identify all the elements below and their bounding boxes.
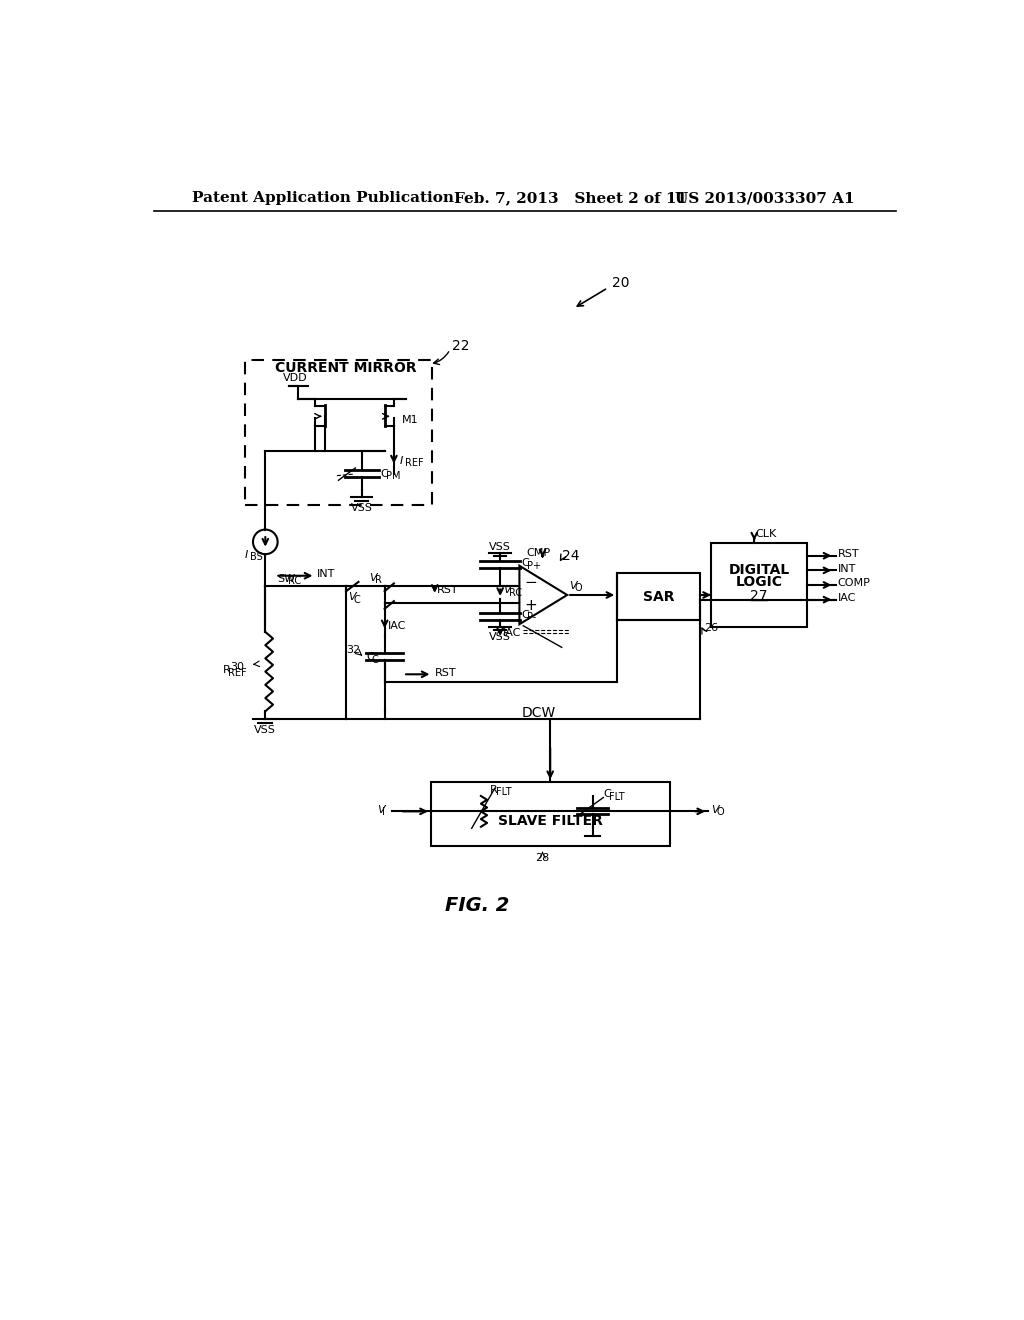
Text: I: I — [382, 807, 385, 817]
Text: SLAVE FILTER: SLAVE FILTER — [498, 813, 603, 828]
Text: C: C — [603, 789, 611, 800]
Text: INT: INT — [316, 569, 335, 579]
Text: R: R — [375, 576, 382, 585]
Text: V: V — [377, 805, 385, 814]
Text: DCW: DCW — [521, 706, 556, 719]
Text: DIGITAL: DIGITAL — [728, 562, 790, 577]
Text: 22: 22 — [453, 338, 470, 352]
Text: FLT: FLT — [496, 787, 511, 797]
Text: 20: 20 — [611, 276, 630, 290]
Bar — [617, 573, 700, 620]
Text: O: O — [717, 807, 724, 817]
Text: V: V — [503, 585, 511, 595]
Text: M1: M1 — [401, 416, 418, 425]
Text: COMP: COMP — [838, 578, 870, 589]
Text: SAR: SAR — [643, 590, 675, 603]
Text: REF: REF — [406, 458, 424, 469]
Text: US 2013/0033307 A1: US 2013/0033307 A1 — [675, 191, 854, 206]
Text: RST: RST — [838, 549, 859, 560]
Text: CMP: CMP — [526, 548, 551, 557]
Text: C: C — [372, 655, 378, 665]
Text: CLK: CLK — [756, 529, 777, 539]
Text: +: + — [524, 598, 537, 614]
Text: R: R — [223, 665, 230, 676]
Text: VSS: VSS — [350, 503, 373, 513]
Text: RST: RST — [435, 668, 457, 677]
Text: P+: P+ — [527, 561, 541, 570]
Text: O: O — [574, 583, 582, 593]
Text: V: V — [370, 573, 377, 583]
Text: 24: 24 — [562, 549, 580, 564]
Text: Feb. 7, 2013   Sheet 2 of 11: Feb. 7, 2013 Sheet 2 of 11 — [454, 191, 687, 206]
Text: P-: P- — [527, 612, 537, 622]
Text: VSS: VSS — [489, 632, 511, 643]
Text: C: C — [367, 652, 374, 663]
Text: RST: RST — [437, 585, 459, 594]
Bar — [711, 544, 807, 627]
Bar — [245, 360, 432, 506]
Text: REF: REF — [228, 668, 247, 677]
Text: BS: BS — [250, 552, 263, 562]
Text: I: I — [245, 550, 248, 560]
Text: CURRENT MIRROR: CURRENT MIRROR — [275, 360, 417, 375]
Text: RC: RC — [509, 587, 522, 598]
Text: VDD: VDD — [283, 372, 307, 383]
Text: IAC: IAC — [838, 593, 856, 603]
Text: IAC: IAC — [503, 628, 521, 638]
Text: Patent Application Publication: Patent Application Publication — [193, 191, 455, 206]
Text: 28: 28 — [536, 853, 550, 862]
Text: C: C — [521, 610, 529, 620]
Text: RC: RC — [288, 576, 301, 586]
Text: FLT: FLT — [608, 792, 625, 801]
Text: LOGIC: LOGIC — [735, 576, 782, 589]
Text: VSS: VSS — [254, 725, 276, 735]
Text: VSS: VSS — [489, 543, 511, 552]
Text: C: C — [381, 469, 388, 479]
Bar — [431, 781, 670, 846]
Text: 32: 32 — [346, 644, 360, 655]
Text: PM: PM — [386, 471, 400, 482]
Text: SW: SW — [276, 574, 295, 583]
Text: INT: INT — [838, 564, 856, 574]
Text: 30: 30 — [230, 661, 245, 672]
Text: −: − — [524, 576, 537, 590]
Text: V: V — [348, 593, 355, 602]
Text: V: V — [711, 805, 719, 814]
Text: IAC: IAC — [388, 620, 407, 631]
Text: V: V — [568, 581, 577, 591]
Text: C: C — [353, 594, 359, 605]
Text: 27: 27 — [751, 589, 768, 603]
Text: C: C — [521, 558, 529, 569]
Text: 26: 26 — [705, 623, 718, 634]
Text: I: I — [400, 455, 403, 466]
Text: R: R — [490, 785, 498, 795]
Text: FIG. 2: FIG. 2 — [444, 896, 509, 915]
